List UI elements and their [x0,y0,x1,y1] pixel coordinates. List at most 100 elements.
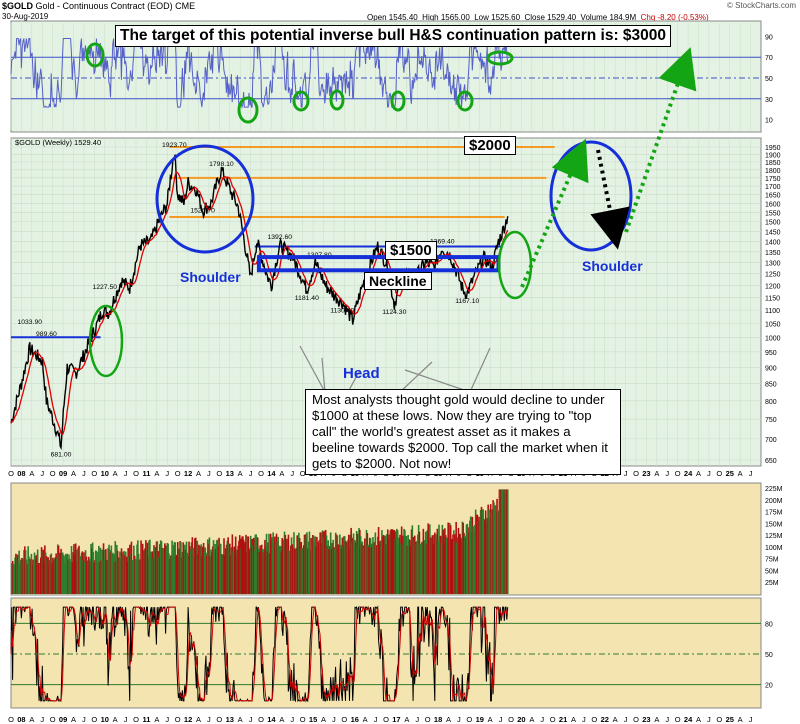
time-tick-label: O [50,469,56,478]
volume-bar [328,549,330,594]
volume-bar [383,536,386,594]
volume-bar [193,555,195,594]
volume-bar [499,489,502,594]
volume-bar [44,552,47,594]
volume-bar [150,556,153,594]
stochastic-series [10,605,509,703]
volume-bar [224,555,226,594]
time-tick-label: O [133,715,139,724]
price-tick-label: 1300 [765,261,781,268]
time-tick-label: A [196,715,201,724]
volume-bar [274,550,277,594]
volume-tick-label: 25M [765,580,779,587]
time-tick-label: O [216,715,222,724]
volume-bar [479,519,481,594]
volume-bar [404,535,407,594]
label-1500: $1500 [385,241,437,260]
volume-bar [133,555,136,594]
time-tick-label: J [249,469,253,478]
time-tick-label: A [654,469,659,478]
time-tick-label: 11 [142,469,150,478]
time-tick-label: J [457,715,461,724]
volume-bar [396,528,398,594]
volume-bar [309,550,312,594]
volume-bar [387,538,390,594]
volume-bar [445,537,448,594]
volume-bar [335,534,338,594]
volume-bar [403,528,405,594]
price-line [10,154,509,451]
volume-bar [505,489,507,594]
open-value: Open 1545.40 [367,13,418,22]
time-tick-label: A [446,715,451,724]
volume-bar [306,548,309,594]
rsi-circle [390,90,406,112]
volume-bar [426,530,429,594]
volume-bar [462,522,464,594]
volume-bar [156,541,159,594]
description: Gold - Continuous Contract (EOD) CME [35,1,196,11]
volume-bar [325,535,328,594]
volume-bar [262,552,265,594]
volume-bar [211,552,213,594]
volume-bar [368,547,370,594]
time-tick-label: J [82,469,86,478]
volume-bar [233,546,235,594]
volume-bar [256,537,258,594]
time-tick-label: 08 [17,715,25,724]
volume-bar [400,526,403,594]
price-tick-label: 1100 [765,308,780,315]
time-tick-label: A [738,715,743,724]
time-tick-label: A [696,469,701,478]
volume-bar [333,547,335,594]
volume-bar [503,489,506,594]
volume-bar [20,558,23,594]
volume-bar [484,510,487,594]
time-tick-label: A [238,715,243,724]
volume-bar [481,510,484,594]
volume-bar [211,546,214,594]
volume-bar [27,546,29,594]
volume-bar [410,529,413,594]
volume-bar [386,529,389,594]
time-tick-label: 22 [601,715,609,724]
volume-bar [148,540,150,594]
volume-bar [322,531,325,594]
volume-bar [174,542,177,594]
volume-bar [163,548,165,594]
volume-bar [129,553,132,594]
volume-bar [381,536,384,594]
volume-bar [57,545,60,594]
volume-bar [15,553,17,594]
volume-bar [498,489,501,594]
volume-bar [474,509,477,594]
volume-bar [220,554,223,594]
stochastic-tick-label: 80 [765,621,773,628]
volume-bar [429,537,432,594]
right-shoulder-circle [549,140,633,252]
volume-bar [121,555,124,594]
volume-bar [24,550,27,594]
volume-bar [269,553,271,594]
volume-bar [15,557,18,594]
volume-bar [132,560,134,594]
rsi-tick-label: 70 [765,55,773,62]
volume-bar [12,563,15,594]
volume-bar [464,535,466,594]
volume-bar [130,541,133,594]
time-tick-label: A [571,715,576,724]
time-tick-label: 08 [17,469,25,478]
time-tick-label: 17 [392,715,400,724]
price-tick-label: 1250 [765,272,781,279]
volume-bar [48,563,50,594]
volume-bar [269,533,272,594]
volume-bar [16,554,19,594]
time-tick-label: J [415,715,419,724]
volume-bar [188,541,190,594]
volume-bar [149,539,151,594]
volume-bar [485,522,488,594]
volume-bar [409,545,412,594]
volume-bar [432,544,434,594]
time-tick-label: J [165,715,169,724]
rsi-circle [329,89,345,111]
